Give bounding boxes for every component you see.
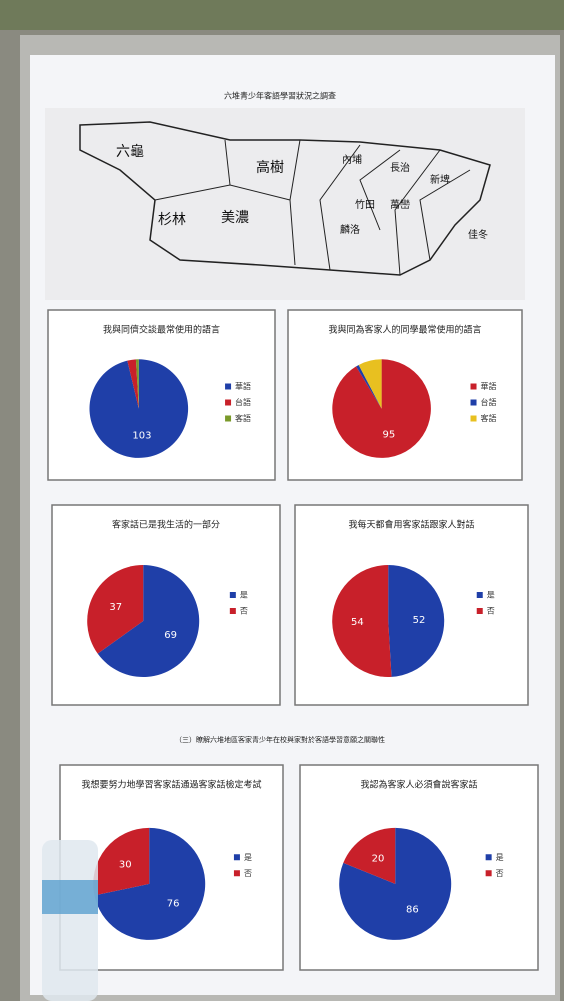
data-label: 54 — [351, 617, 364, 628]
bottle-label — [42, 880, 98, 914]
data-label: 95 — [383, 430, 396, 441]
map-label: 新埤 — [430, 173, 450, 186]
legend-label: 是 — [240, 591, 248, 600]
map-label: 六龜 — [116, 144, 144, 160]
legend-label: 否 — [244, 869, 252, 878]
legend-swatch — [477, 608, 483, 614]
bottle — [42, 840, 98, 1001]
legend-swatch — [225, 400, 231, 406]
data-label: 76 — [167, 898, 180, 909]
map-label: 美濃 — [221, 210, 249, 226]
data-label: 30 — [119, 859, 132, 870]
map-label: 高樹 — [256, 159, 284, 176]
data-label: 20 — [372, 853, 385, 864]
legend-label: 否 — [240, 607, 248, 616]
section-heading: （三）瞭解六堆地區客家青少年在校與家對於客語學習意願之關聯性 — [175, 735, 385, 744]
map-sheet — [45, 108, 525, 300]
legend-swatch — [234, 870, 240, 876]
legend-label: 是 — [496, 853, 504, 862]
data-label: 69 — [164, 630, 177, 641]
legend-label: 台語 — [235, 397, 251, 407]
map-label: 竹田 — [355, 198, 375, 211]
poster-title: 六堆青少年客語學習狀況之調查 — [224, 91, 336, 101]
map-label: 麟洛 — [340, 223, 360, 236]
chart-title: 我每天都會用客家話跟家人對話 — [348, 519, 474, 531]
legend-swatch — [486, 870, 492, 876]
map-label: 長治 — [390, 161, 410, 174]
data-label: 103 — [132, 431, 151, 442]
legend-label: 是 — [487, 591, 495, 600]
map-label: 杉林 — [158, 212, 186, 228]
chart-title: 我與同為客家人的同學最常使用的語言 — [328, 324, 481, 336]
legend-swatch — [471, 384, 477, 390]
chart-title: 我與同儕交談最常使用的語言 — [103, 324, 220, 336]
legend-label: 華語 — [481, 381, 497, 391]
pie-slice — [90, 359, 189, 458]
legend-label: 華語 — [235, 381, 251, 391]
legend-label: 否 — [487, 607, 495, 616]
chart-title: 我想要努力地學習客家話通過客家話檢定考試 — [81, 779, 261, 791]
map-label: 內埔 — [342, 153, 362, 166]
map-label: 萬巒 — [390, 198, 410, 211]
chart-title: 客家話已是我生活的一部分 — [112, 519, 220, 531]
legend-swatch — [477, 592, 483, 598]
legend-swatch — [230, 592, 236, 598]
legend-label: 否 — [496, 869, 504, 878]
data-label: 37 — [109, 602, 122, 613]
legend-label: 客語 — [235, 413, 251, 423]
legend-swatch — [230, 608, 236, 614]
legend-label: 台語 — [481, 397, 497, 407]
legend-swatch — [225, 416, 231, 422]
map-label: 佳冬 — [468, 228, 488, 241]
data-label: 86 — [406, 904, 419, 915]
wall — [0, 0, 564, 30]
chart-title: 我認為客家人必須會說客家話 — [360, 779, 477, 791]
legend-swatch — [225, 384, 231, 390]
photo: 六堆青少年客語學習狀況之調查 （三）瞭解六堆地區客家青少年在校與家對於客語學習意… — [0, 0, 564, 1001]
data-label: 52 — [413, 615, 426, 626]
legend-swatch — [471, 416, 477, 422]
legend-label: 是 — [244, 853, 252, 862]
legend-swatch — [471, 400, 477, 406]
legend-swatch — [486, 854, 492, 860]
legend-label: 客語 — [481, 413, 497, 423]
legend-swatch — [234, 854, 240, 860]
